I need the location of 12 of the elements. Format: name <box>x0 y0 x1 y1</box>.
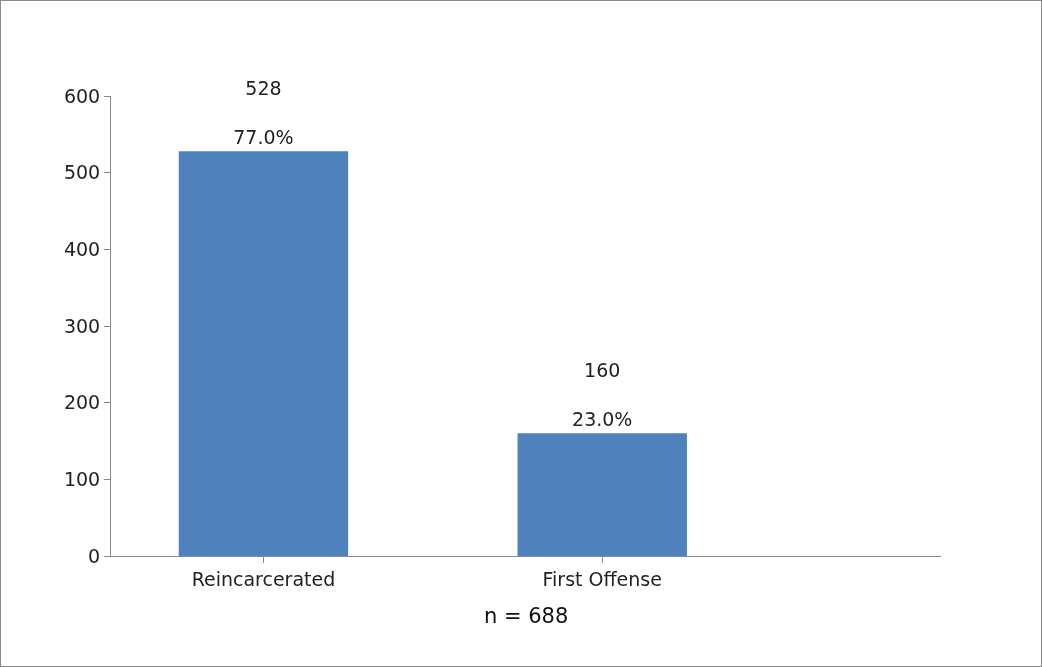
text: n = 688 <box>484 604 569 628</box>
x-tick-label: First Offense <box>542 567 662 590</box>
text: 528 77.0% <box>233 76 294 149</box>
y-tick-label: 600 <box>63 84 101 107</box>
y-tick-label: 500 <box>63 161 101 184</box>
y-tick-label: 200 <box>63 391 101 414</box>
y-tick-label: 0 <box>88 544 101 567</box>
y-tick-label: 400 <box>63 237 101 260</box>
text: 160 23.0% <box>572 358 633 431</box>
y-tick-label: 300 <box>63 314 101 337</box>
x-tick-label: Reincarcerated <box>191 567 336 590</box>
y-tick-label: 100 <box>63 467 101 490</box>
